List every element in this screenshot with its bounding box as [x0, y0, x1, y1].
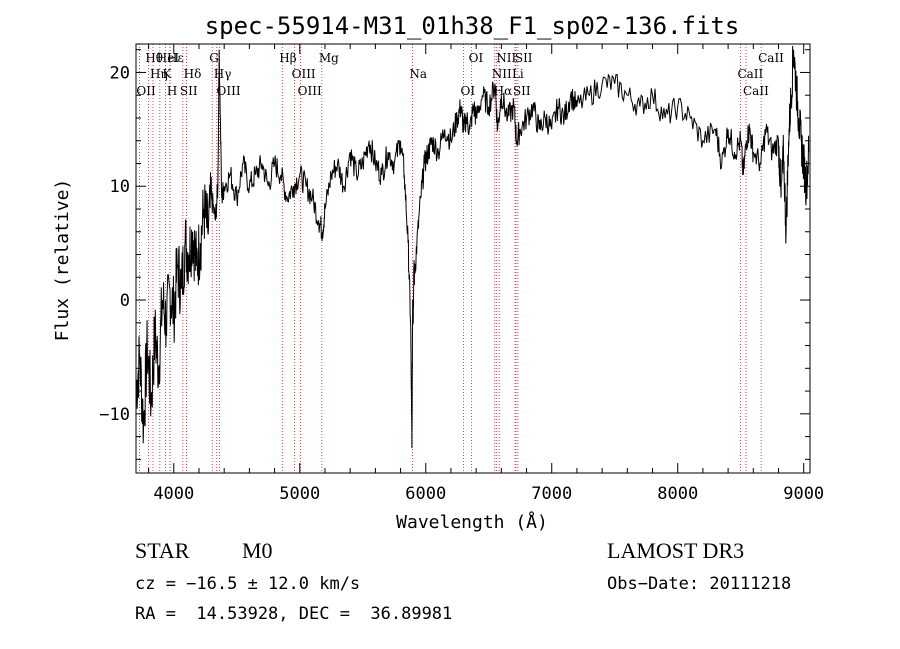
spectrum-line [135, 45, 810, 449]
line-marker-label: SII [513, 84, 531, 98]
line-marker-label: SII [515, 51, 533, 65]
x-axis-label: Wavelength (Å) [396, 511, 548, 533]
line-marker-label: Hδ [184, 67, 202, 81]
line-marker-label: OIII [217, 84, 241, 98]
line-marker-label: Hη [150, 67, 168, 81]
x-tick-label: 9000 [783, 484, 824, 504]
y-axis-label: Flux (relative) [52, 179, 73, 342]
axis-ticks: 4000 5000 6000 7000 8000 9000 −10 0 10 20 [99, 44, 824, 504]
line-marker-label: G [209, 51, 219, 65]
line-marker-label: NII [496, 51, 516, 65]
survey-name: LAMOST DR3 [607, 538, 745, 563]
obs-date: Obs−Date: 20111218 [607, 574, 792, 594]
line-marker-label: NII [492, 67, 512, 81]
line-marker-label: CaII [743, 84, 769, 98]
line-marker-label: Hβ [279, 51, 296, 65]
line-marker-label: OI [469, 51, 484, 65]
line-marker-label: Mg [319, 51, 339, 65]
plot-frame [135, 43, 811, 474]
line-marker-label: OI [461, 84, 476, 98]
line-marker-label: Hε [167, 51, 184, 65]
line-marker-label: HeI [157, 51, 180, 65]
y-tick-label: −10 [99, 405, 130, 425]
x-tick-label: 6000 [405, 484, 446, 504]
line-marker-label: OII [136, 84, 156, 98]
y-tick-label: 0 [120, 291, 130, 311]
x-tick-label: 8000 [657, 484, 698, 504]
line-marker-label: CaII [758, 51, 784, 65]
line-marker-label: Na [409, 67, 427, 81]
y-tick-label: 20 [110, 63, 130, 83]
object-subclass: M0 [242, 538, 273, 563]
line-marker-label: OIII [298, 84, 322, 98]
line-marker-label: Hγ [214, 67, 232, 81]
line-marker-label: Li [512, 67, 524, 81]
x-tick-label: 7000 [531, 484, 572, 504]
x-tick-label: 5000 [279, 484, 320, 504]
line-marker-label: CaII [737, 67, 763, 81]
line-marker-label: K [162, 67, 172, 81]
line-marker-label: OIII [292, 67, 316, 81]
line-marker-label: SII [180, 84, 198, 98]
chart-title: spec-55914-M31_01h38_F1_sp02-136.fits [205, 12, 740, 40]
line-marker-labels: HθHηOIIHeIKHHεHδSIIGHγOIIIHβOIIIOIIIMgNa… [136, 51, 784, 98]
coordinates-readout: RA = 14.53928, DEC = 36.89981 [135, 604, 453, 624]
line-marker-label: Hα [494, 84, 513, 98]
x-tick-label: 4000 [153, 484, 194, 504]
y-tick-label: 10 [110, 177, 130, 197]
redshift-readout: cz = −16.5 ± 12.0 km/s [135, 574, 361, 594]
object-class: STAR [135, 538, 190, 563]
line-marker-label: Hθ [145, 51, 163, 65]
line-marker-label: H [167, 84, 177, 98]
